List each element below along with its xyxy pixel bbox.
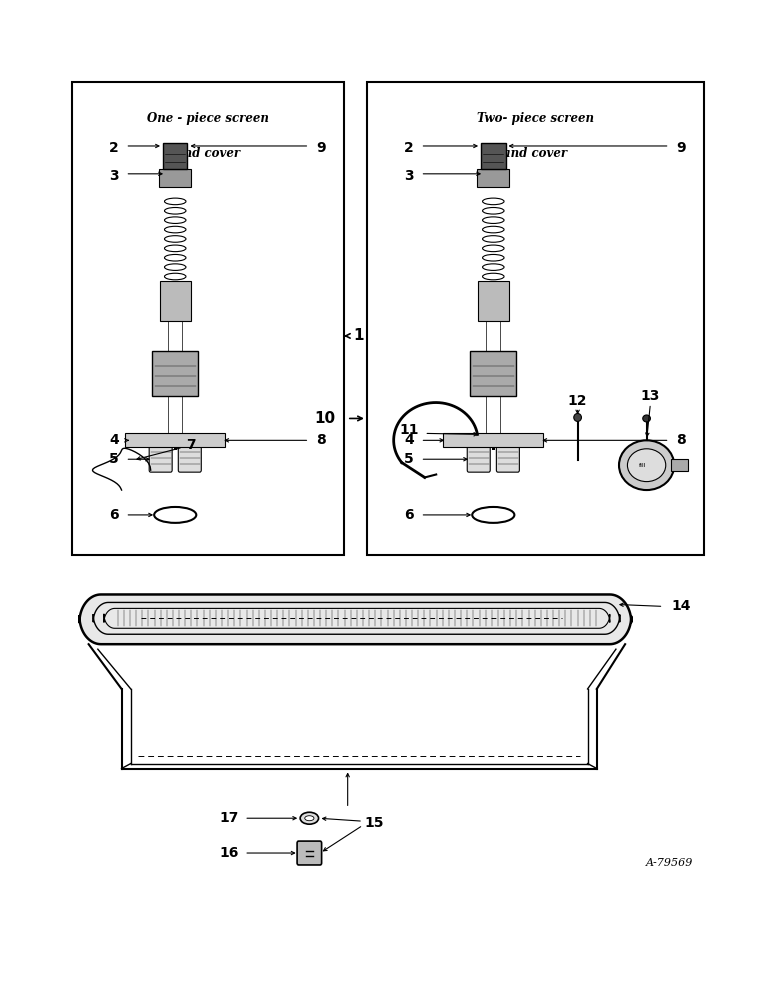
FancyBboxPatch shape bbox=[496, 446, 520, 472]
Bar bbox=[367, 82, 704, 555]
FancyBboxPatch shape bbox=[178, 446, 201, 472]
Text: 3: 3 bbox=[109, 169, 119, 183]
Text: Two- piece screen: Two- piece screen bbox=[477, 112, 594, 125]
Ellipse shape bbox=[305, 816, 314, 821]
FancyBboxPatch shape bbox=[467, 446, 490, 472]
Ellipse shape bbox=[628, 449, 665, 482]
Bar bbox=[125, 433, 225, 447]
Text: 2: 2 bbox=[404, 141, 414, 155]
Bar bbox=[159, 169, 191, 187]
Text: 5: 5 bbox=[404, 452, 414, 466]
Text: 17: 17 bbox=[219, 811, 239, 825]
Bar bbox=[477, 169, 510, 187]
Text: 5: 5 bbox=[109, 452, 119, 466]
FancyBboxPatch shape bbox=[149, 446, 172, 472]
Ellipse shape bbox=[472, 507, 514, 523]
Text: 4: 4 bbox=[109, 433, 119, 447]
Polygon shape bbox=[80, 594, 631, 644]
FancyBboxPatch shape bbox=[297, 841, 322, 865]
Text: 11: 11 bbox=[399, 423, 418, 437]
Text: 6: 6 bbox=[405, 508, 414, 522]
Bar bbox=[152, 351, 198, 396]
Ellipse shape bbox=[300, 812, 319, 824]
Text: A-79569: A-79569 bbox=[646, 858, 693, 868]
Text: One - piece screen: One - piece screen bbox=[147, 112, 269, 125]
Text: 6: 6 bbox=[109, 508, 119, 522]
Text: 7: 7 bbox=[186, 438, 195, 452]
Text: 10: 10 bbox=[314, 411, 335, 426]
Text: 15: 15 bbox=[364, 816, 384, 830]
Text: and cover: and cover bbox=[503, 147, 567, 160]
Text: 8: 8 bbox=[676, 433, 686, 447]
Bar bbox=[478, 281, 509, 321]
Bar bbox=[160, 281, 191, 321]
Text: 4: 4 bbox=[404, 433, 414, 447]
Bar bbox=[481, 143, 506, 169]
Ellipse shape bbox=[619, 440, 674, 490]
Text: 1: 1 bbox=[353, 328, 364, 343]
Text: 9: 9 bbox=[316, 141, 326, 155]
Text: 9: 9 bbox=[676, 141, 686, 155]
Bar bbox=[443, 433, 543, 447]
Ellipse shape bbox=[643, 415, 651, 422]
Text: 13: 13 bbox=[641, 389, 660, 403]
Bar bbox=[72, 82, 344, 555]
Text: 2: 2 bbox=[109, 141, 119, 155]
Text: 3: 3 bbox=[405, 169, 414, 183]
Text: 14: 14 bbox=[671, 599, 691, 613]
Ellipse shape bbox=[574, 413, 581, 421]
Text: 12: 12 bbox=[568, 394, 587, 408]
Bar bbox=[470, 351, 516, 396]
Ellipse shape bbox=[154, 507, 196, 523]
Text: and cover: and cover bbox=[176, 147, 240, 160]
Text: 8: 8 bbox=[316, 433, 326, 447]
Bar bbox=[671, 459, 688, 471]
Text: fill: fill bbox=[639, 463, 646, 468]
Text: 16: 16 bbox=[219, 846, 239, 860]
Bar bbox=[163, 143, 188, 169]
